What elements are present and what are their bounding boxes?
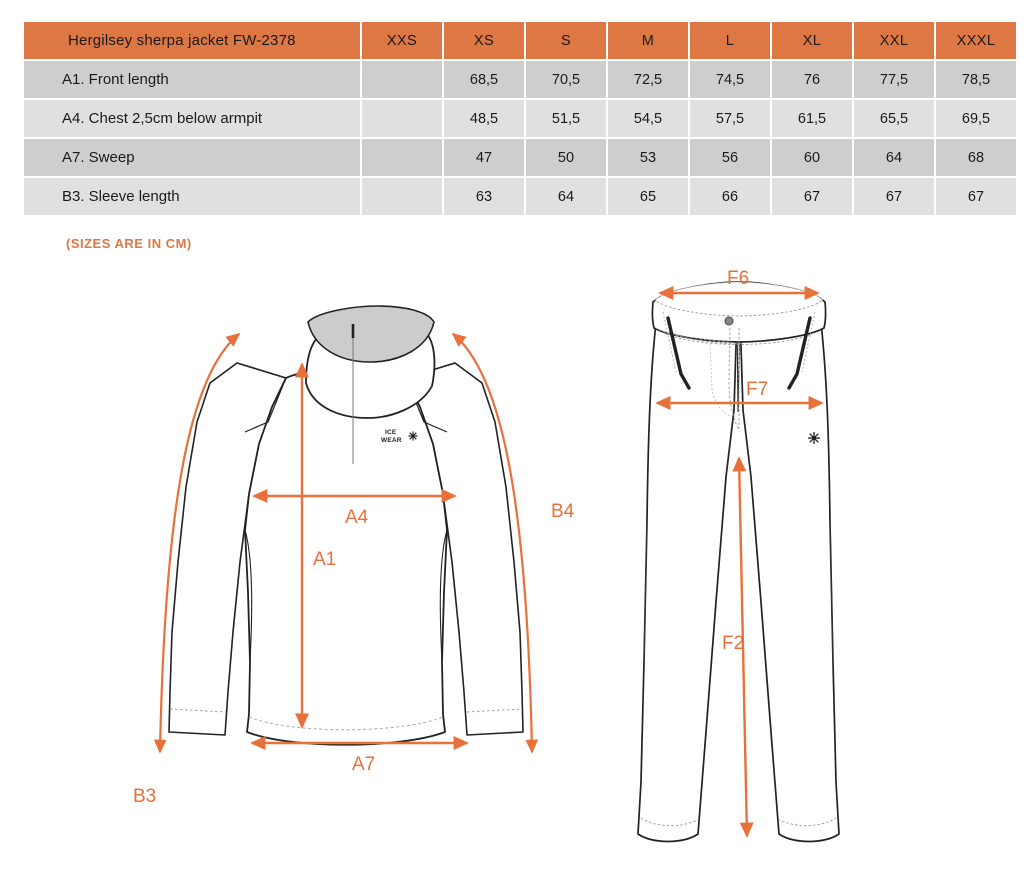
measurement-value: 67 [936, 178, 1016, 215]
pants-left-hem-stitch [640, 817, 700, 827]
measurement-value: 72,5 [608, 61, 688, 98]
measurement-value: 68,5 [444, 61, 524, 98]
jacket-illustration: ICE WEAR B3 B4 A4 A1 A7 [133, 305, 575, 807]
measurement-label: A4. Chest 2,5cm below armpit [24, 100, 360, 137]
product-title: Hergilsey sherpa jacket FW-2378 [24, 22, 360, 59]
outer-sleeve-arrow-b4 [451, 332, 539, 754]
jacket-hem-stitch [248, 716, 444, 731]
pants-waist-button [724, 316, 734, 326]
measurement-label: A7. Sweep [24, 139, 360, 176]
measurement-value: 69,5 [936, 100, 1016, 137]
dimension-label-a1: A1 [313, 549, 336, 570]
units-note: (SIZES ARE IN CM) [66, 236, 192, 251]
size-column-header-xxl: XXL [854, 22, 934, 59]
size-chart-table-container: Hergilsey sherpa jacket FW-2378 XXS XS S… [22, 20, 1016, 217]
dimension-label-f7: F7 [746, 379, 768, 400]
size-column-header-l: L [690, 22, 770, 59]
size-chart-table: Hergilsey sherpa jacket FW-2378 XXS XS S… [22, 20, 1018, 217]
measurement-value [362, 178, 442, 215]
jacket-body [244, 368, 448, 746]
measurement-value: 57,5 [690, 100, 770, 137]
measurement-value: 53 [608, 139, 688, 176]
size-column-header-s: S [526, 22, 606, 59]
measurement-value: 60 [772, 139, 852, 176]
dimension-label-a7: A7 [352, 754, 375, 775]
measurement-value [362, 61, 442, 98]
pants-yoke-stitch [665, 333, 813, 345]
measurement-value: 76 [772, 61, 852, 98]
measurement-value: 61,5 [772, 100, 852, 137]
size-column-header-m: M [608, 22, 688, 59]
measurement-value: 66 [690, 178, 770, 215]
measurement-value: 50 [526, 139, 606, 176]
measurement-value: 65,5 [854, 100, 934, 137]
jacket-left-armhole-seam [244, 529, 253, 663]
table-row: A4. Chest 2,5cm below armpit 48,5 51,5 5… [24, 100, 1016, 137]
measurement-value: 65 [608, 178, 688, 215]
dimension-label-f2: F2 [722, 633, 744, 654]
measurement-value: 51,5 [526, 100, 606, 137]
illustrations-area: ICE WEAR B3 B4 A4 A1 A7 [0, 262, 1028, 879]
snowflake-icon [408, 431, 418, 441]
size-column-header-xs: XS [444, 22, 524, 59]
jacket-left-yoke-seam [236, 362, 287, 433]
measurement-value: 48,5 [444, 100, 524, 137]
measurement-value: 70,5 [526, 61, 606, 98]
size-column-header-xl: XL [772, 22, 852, 59]
measurement-label: B3. Sleeve length [24, 178, 360, 215]
measurement-value: 67 [854, 178, 934, 215]
measurement-value: 67 [772, 178, 852, 215]
table-header: Hergilsey sherpa jacket FW-2378 XXS XS S… [24, 22, 1016, 59]
brand-label-line2: WEAR [381, 437, 402, 444]
measurement-value [362, 139, 442, 176]
brand-label-line1: ICE [385, 429, 397, 436]
dimension-label-b3: B3 [133, 786, 156, 807]
pants-right-hem-stitch [777, 817, 837, 827]
pants-left-leg [637, 313, 738, 843]
measurement-value: 74,5 [690, 61, 770, 98]
measurement-value: 47 [444, 139, 524, 176]
dimension-label-a4: A4 [345, 507, 369, 528]
table-row: A7. Sweep 47 50 53 56 60 64 68 [24, 139, 1016, 176]
pants-left-side-seam [643, 521, 648, 663]
measurement-value: 63 [444, 178, 524, 215]
jacket-right-armhole-seam [439, 529, 448, 663]
measurement-value: 77,5 [854, 61, 934, 98]
table-header-row: Hergilsey sherpa jacket FW-2378 XXS XS S… [24, 22, 1016, 59]
measurement-label: A1. Front length [24, 61, 360, 98]
measurement-value: 56 [690, 139, 770, 176]
dimension-label-f6: F6 [727, 268, 749, 289]
size-column-header-xxxl: XXXL [936, 22, 1016, 59]
inseam-arrow-f2 [732, 456, 754, 838]
table-row: B3. Sleeve length 63 64 65 66 67 67 67 [24, 178, 1016, 215]
pants-right-side-seam [829, 521, 834, 663]
table-body: A1. Front length 68,5 70,5 72,5 74,5 76 … [24, 61, 1016, 215]
measurement-value [362, 100, 442, 137]
jacket-collar-inner [307, 305, 435, 363]
measurement-value: 78,5 [936, 61, 1016, 98]
measurement-value: 64 [526, 178, 606, 215]
dimension-label-b4: B4 [551, 501, 575, 522]
pants-right-pocket [787, 316, 812, 390]
ice-wear-logo: ICE WEAR [381, 429, 418, 444]
sleeve-length-arrow-b3 [153, 332, 241, 754]
measurement-value: 54,5 [608, 100, 688, 137]
measurement-value: 68 [936, 139, 1016, 176]
pants-snowflake-icon [808, 432, 820, 444]
pants-illustration: F6 F7 F2 [637, 268, 840, 843]
size-column-header-xxs: XXS [362, 22, 442, 59]
measurement-value: 64 [854, 139, 934, 176]
pants-left-pocket [666, 316, 691, 390]
table-row: A1. Front length 68,5 70,5 72,5 74,5 76 … [24, 61, 1016, 98]
